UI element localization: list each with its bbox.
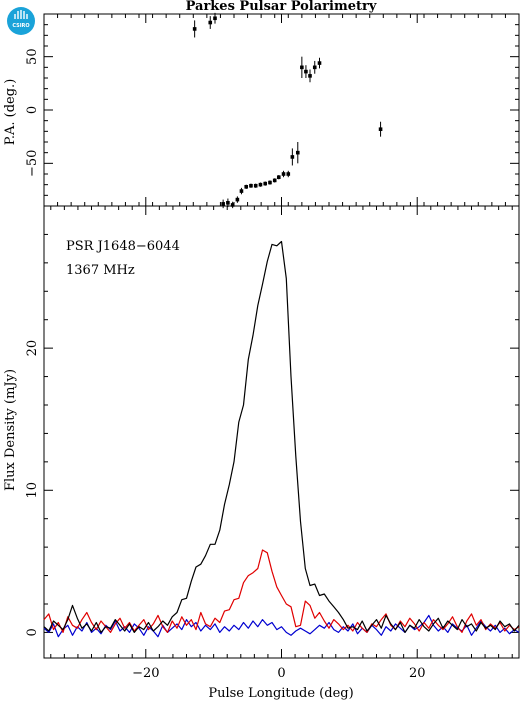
pa-point [281, 172, 286, 176]
profile-xtick-label: 20 [409, 666, 426, 681]
profile-ytick-label: 10 [25, 482, 40, 499]
profile-ytick-label: 0 [25, 628, 40, 636]
pa-point [312, 65, 317, 70]
pa-point [263, 181, 268, 186]
pulsar-name-label: PSR J1648−6044 [66, 239, 180, 254]
pa-point [378, 127, 383, 131]
pa-point [304, 69, 308, 74]
pa-point [213, 16, 217, 21]
profile-xtick-label: 0 [277, 666, 285, 681]
csiro-logo: CSIRO [7, 7, 35, 35]
profile-xtick-label: −20 [132, 666, 159, 681]
pa-point [290, 155, 295, 159]
profile-ytick-label: 20 [25, 340, 40, 357]
pa-point [286, 172, 291, 176]
pa-point [317, 61, 322, 65]
pa-point [244, 185, 249, 189]
frequency-label: 1367 MHz [66, 263, 135, 278]
pa-point [208, 20, 213, 25]
profile-lines [43, 240, 520, 638]
pa-ticks: −50 0 50 [25, 14, 519, 206]
pa-point [221, 202, 225, 206]
chart-title: Parkes Pulsar Polarimetry [186, 0, 377, 14]
pa-point [230, 203, 235, 207]
pa-point [268, 180, 272, 185]
pa-panel: −50 0 50 P.A. (deg.) [3, 12, 520, 209]
profile-line-circular [43, 614, 520, 638]
pa-point [235, 197, 240, 202]
csiro-logo-text: CSIRO [12, 23, 29, 29]
pa-ytick-label: 50 [25, 48, 40, 65]
pa-point [276, 175, 281, 179]
pa-point [192, 27, 197, 31]
profile-panel: 0 10 20 −20 0 20 PSR J1648−6044 1367 MHz Flux… [3, 205, 520, 701]
pa-ytick-label: −50 [25, 150, 40, 177]
profile-line-linear [43, 549, 520, 633]
pa-point [272, 178, 277, 183]
pa-point [253, 183, 258, 188]
profile-line-stokes-i [43, 240, 520, 633]
pa-point [308, 74, 312, 78]
pa-point [239, 189, 244, 193]
pa-point [300, 65, 304, 70]
csiro-logo-bars [14, 10, 28, 19]
pa-point [258, 182, 263, 187]
pa-ytick-label: 0 [25, 106, 40, 114]
profile-ylabel: Flux Density (mJy) [3, 369, 18, 491]
profile-ticks: 0 10 20 −20 0 20 [25, 206, 519, 681]
pa-panel-frame [43, 13, 520, 207]
csiro-logo-disc [7, 7, 35, 35]
pa-point [249, 183, 253, 188]
pa-ylabel: P.A. (deg.) [3, 79, 18, 146]
pa-point [295, 150, 300, 155]
pa-points [192, 12, 383, 209]
profile-xlabel: Pulse Longitude (deg) [208, 686, 353, 701]
pa-point [226, 201, 230, 205]
